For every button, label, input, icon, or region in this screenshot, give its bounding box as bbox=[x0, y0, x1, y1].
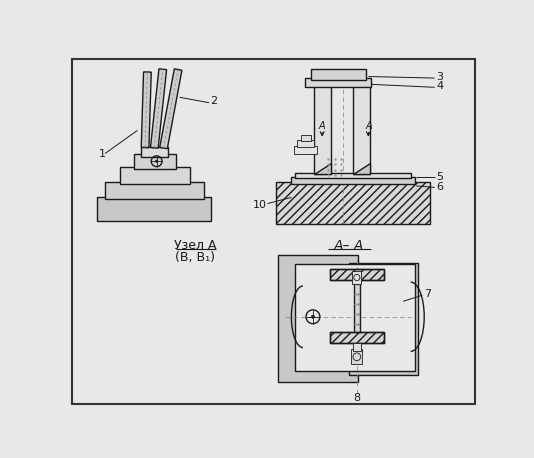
Bar bbox=[276, 182, 430, 224]
Text: 1: 1 bbox=[99, 148, 106, 158]
Polygon shape bbox=[151, 69, 167, 148]
Text: 8: 8 bbox=[354, 393, 360, 403]
Text: А: А bbox=[319, 121, 326, 131]
Bar bbox=[97, 197, 211, 220]
Text: 4: 4 bbox=[436, 81, 443, 91]
Bar bbox=[134, 153, 176, 169]
Text: 5: 5 bbox=[436, 172, 443, 182]
Text: 6: 6 bbox=[436, 182, 443, 192]
Text: A– A: A– A bbox=[334, 239, 364, 253]
Text: 3: 3 bbox=[436, 71, 443, 82]
Text: А: А bbox=[365, 121, 372, 131]
Text: Узел A: Узел A bbox=[174, 240, 216, 252]
Bar bbox=[292, 177, 414, 184]
Bar bbox=[349, 263, 419, 375]
Circle shape bbox=[311, 315, 315, 318]
Bar bbox=[353, 343, 360, 351]
Bar bbox=[354, 280, 360, 332]
Bar bbox=[352, 271, 362, 284]
Bar bbox=[141, 147, 168, 157]
Bar bbox=[330, 332, 384, 343]
Bar bbox=[105, 182, 203, 199]
Bar bbox=[351, 349, 362, 365]
Bar bbox=[305, 78, 372, 87]
Bar bbox=[330, 332, 384, 343]
Bar bbox=[297, 140, 313, 147]
Bar bbox=[121, 167, 190, 184]
Bar bbox=[311, 69, 366, 80]
Bar bbox=[278, 255, 358, 382]
Text: (В, В₁): (В, В₁) bbox=[175, 251, 215, 264]
Text: 7: 7 bbox=[424, 289, 431, 299]
Bar bbox=[301, 135, 311, 141]
Text: 2: 2 bbox=[210, 96, 218, 106]
Bar bbox=[295, 173, 411, 178]
Polygon shape bbox=[141, 72, 151, 147]
Bar bbox=[294, 146, 317, 153]
Bar bbox=[330, 269, 384, 280]
Polygon shape bbox=[160, 69, 182, 149]
Bar bbox=[330, 269, 384, 280]
Text: 10: 10 bbox=[253, 200, 267, 210]
Bar bbox=[353, 86, 370, 174]
Polygon shape bbox=[315, 163, 332, 174]
Circle shape bbox=[155, 160, 158, 163]
Bar bbox=[315, 86, 332, 174]
Bar bbox=[295, 264, 414, 371]
Polygon shape bbox=[353, 163, 370, 174]
